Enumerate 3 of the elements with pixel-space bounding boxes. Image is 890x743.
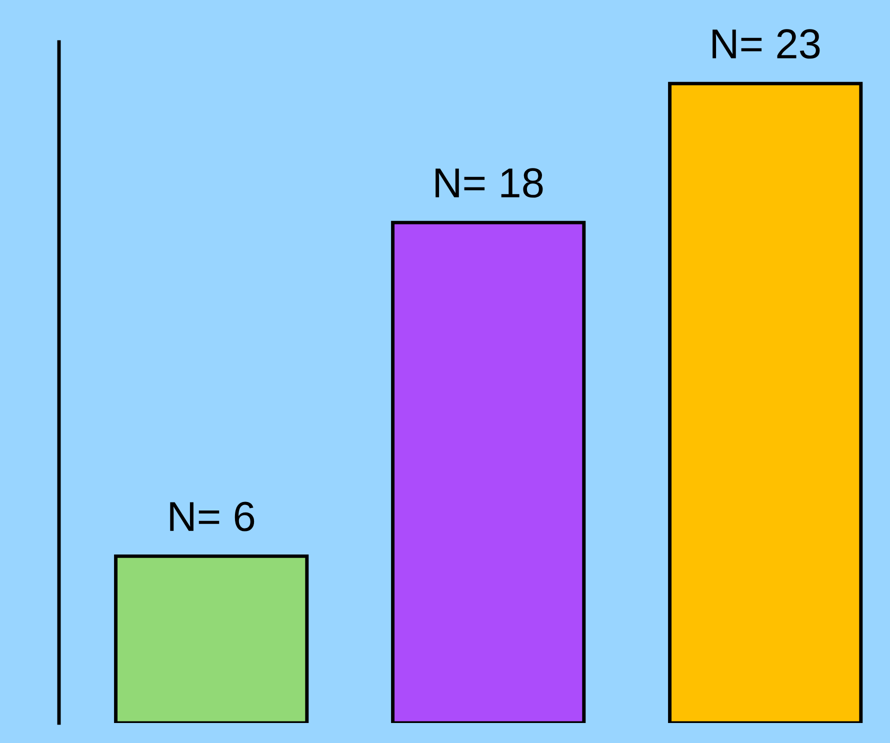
data-label: N= 23 (712, 29, 820, 59)
data-label: N= 18 (436, 168, 543, 198)
data-label: N= 6 (170, 502, 254, 532)
